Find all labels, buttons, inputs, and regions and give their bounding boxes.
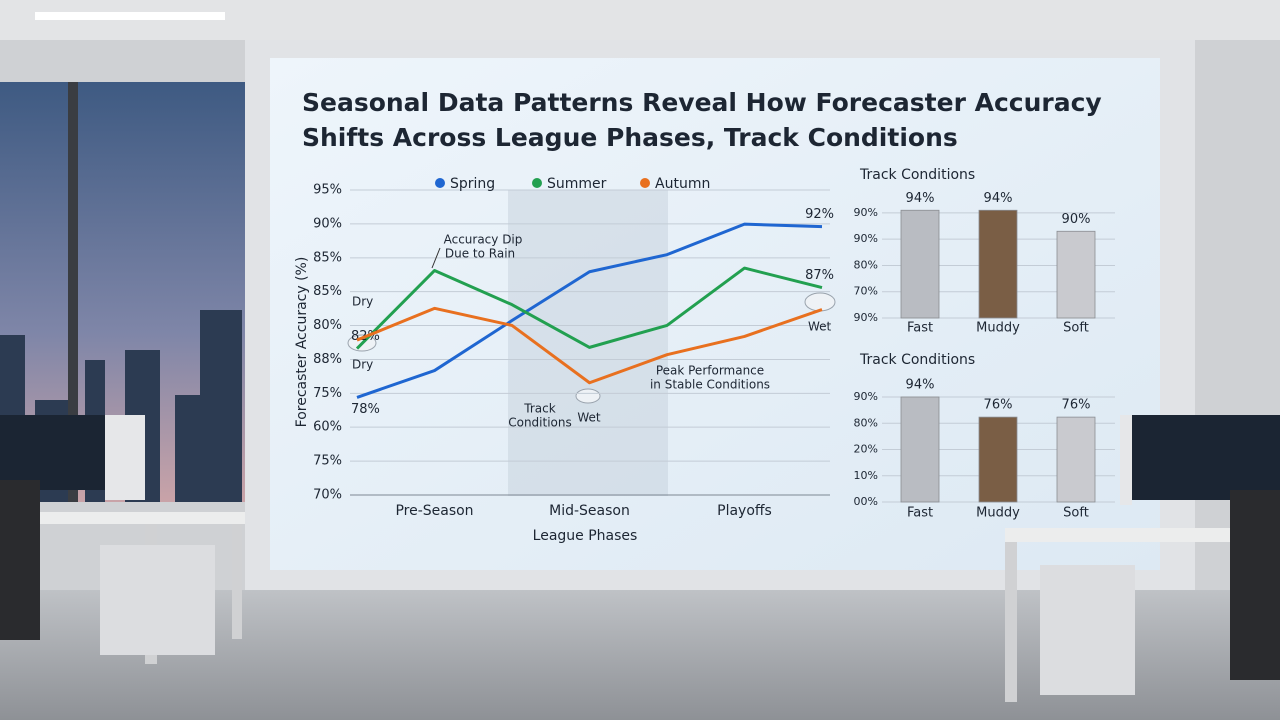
y-tick-label: 75% xyxy=(313,454,342,469)
legend-label: Spring xyxy=(450,176,495,192)
bar xyxy=(978,209,1018,319)
highlight-band xyxy=(508,190,668,496)
data-label: 76% xyxy=(984,398,1013,413)
data-label: 90% xyxy=(1062,212,1091,227)
annotation: Track xyxy=(523,402,555,416)
bar xyxy=(1056,416,1096,503)
annotation: in Stable Conditions xyxy=(650,378,770,392)
bar xyxy=(1056,230,1096,319)
y-tick-label: 70% xyxy=(313,488,342,503)
x-tick-label: Pre-Season xyxy=(395,503,473,519)
y-tick-label: 80% xyxy=(313,318,342,333)
annotation: Accuracy Dip xyxy=(444,233,523,247)
x-tick-label: Mid-Season xyxy=(549,503,630,519)
x-tick-label: Soft xyxy=(1063,506,1089,521)
left-desk xyxy=(0,415,245,664)
y-tick-label: 60% xyxy=(313,420,342,435)
annotation-pointer xyxy=(431,247,441,269)
legend-label: Autumn xyxy=(655,176,710,192)
x-tick-label: Fast xyxy=(907,321,933,336)
annotation: Dry xyxy=(352,358,373,372)
y-axis-label: Forecaster Accuracy (%) xyxy=(294,257,310,428)
series-line xyxy=(356,306,823,385)
data-label: 94% xyxy=(984,191,1013,206)
data-label: 94% xyxy=(906,191,935,206)
y-tick-label: 90% xyxy=(854,390,878,403)
legend-label: Summer xyxy=(547,176,607,192)
bar xyxy=(900,396,940,503)
x-tick-label: Fast xyxy=(907,506,933,521)
y-tick-label: 95% xyxy=(313,183,342,198)
annotation: Due to Rain xyxy=(445,247,515,261)
x-tick-label: Soft xyxy=(1063,321,1089,336)
annotation: Wet xyxy=(808,320,832,334)
series-line xyxy=(355,266,823,350)
chart-title: Seasonal Data Patterns Reveal How Foreca… xyxy=(302,88,1102,117)
y-tick-label: 10% xyxy=(854,469,878,482)
x-tick-label: Playoffs xyxy=(717,503,772,519)
data-label: 87% xyxy=(805,268,834,283)
legend-swatch xyxy=(640,178,650,188)
y-tick-label: 00% xyxy=(854,495,878,508)
y-tick-label: 85% xyxy=(313,284,342,299)
legend-swatch xyxy=(532,178,542,188)
annotation: Peak Performance xyxy=(656,364,764,378)
chart-title: Track Conditions xyxy=(859,352,975,368)
right-desk xyxy=(1005,415,1280,702)
charts: Seasonal Data Patterns Reveal How Foreca… xyxy=(294,88,1115,544)
annotation: Conditions xyxy=(508,416,572,430)
data-label: 76% xyxy=(1062,398,1091,413)
y-tick-label: 90% xyxy=(854,232,878,245)
series-line xyxy=(356,222,823,399)
y-tick-label: 90% xyxy=(854,311,878,324)
bar xyxy=(978,416,1018,503)
y-tick-label: 90% xyxy=(854,206,878,219)
y-tick-label: 80% xyxy=(854,258,878,271)
data-label: 78% xyxy=(351,402,380,417)
x-tick-label: Muddy xyxy=(976,321,1020,336)
y-tick-label: 88% xyxy=(313,352,342,367)
y-tick-label: 80% xyxy=(854,416,878,429)
bar xyxy=(900,209,940,319)
y-tick-label: 75% xyxy=(313,386,342,401)
y-tick-label: 85% xyxy=(313,250,342,265)
data-label: 92% xyxy=(805,207,834,222)
annotation: Dry xyxy=(352,295,373,309)
x-tick-label: Muddy xyxy=(976,506,1020,521)
window-frame xyxy=(68,82,78,502)
y-tick-label: 90% xyxy=(313,216,342,231)
x-axis-label: League Phases xyxy=(533,528,638,544)
chart-title: Track Conditions xyxy=(859,167,975,183)
ceiling-light xyxy=(35,12,225,20)
annotation: Wet xyxy=(577,411,601,425)
y-tick-label: 20% xyxy=(854,443,878,456)
chart-title: Shifts Across League Phases, Track Condi… xyxy=(302,123,958,152)
y-tick-label: 70% xyxy=(854,285,878,298)
legend-swatch xyxy=(435,178,445,188)
data-label: 94% xyxy=(906,378,935,393)
